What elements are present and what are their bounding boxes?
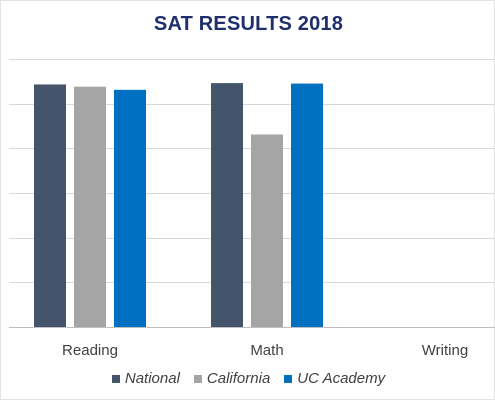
chart-legend: National California UC Academy xyxy=(1,370,495,387)
x-tick-label-writing: Writing xyxy=(422,342,468,359)
legend-item-california: California xyxy=(193,370,271,387)
bar-math-california xyxy=(251,134,283,327)
bar-math-uc-academy xyxy=(291,83,323,327)
legend-label-uc-academy: UC Academy xyxy=(297,370,386,387)
legend-label-california: California xyxy=(206,370,271,387)
legend-item-national: National xyxy=(111,370,180,387)
bar-reading-california xyxy=(74,86,106,328)
x-tick-label-reading: Reading xyxy=(62,342,118,359)
bar-reading-national xyxy=(34,84,66,328)
bar-math-national xyxy=(211,83,243,328)
chart-title: SAT RESULTS 2018 xyxy=(153,13,344,35)
x-tick-label-math: Math xyxy=(250,342,283,359)
bar-reading-uc-academy xyxy=(114,89,146,327)
legend-label-national: National xyxy=(124,370,180,387)
legend-swatch-california xyxy=(193,374,202,383)
legend-item-uc-academy: UC Academy xyxy=(284,370,385,387)
legend-swatch-national xyxy=(111,374,120,383)
legend-swatch-uc-academy xyxy=(284,374,293,383)
